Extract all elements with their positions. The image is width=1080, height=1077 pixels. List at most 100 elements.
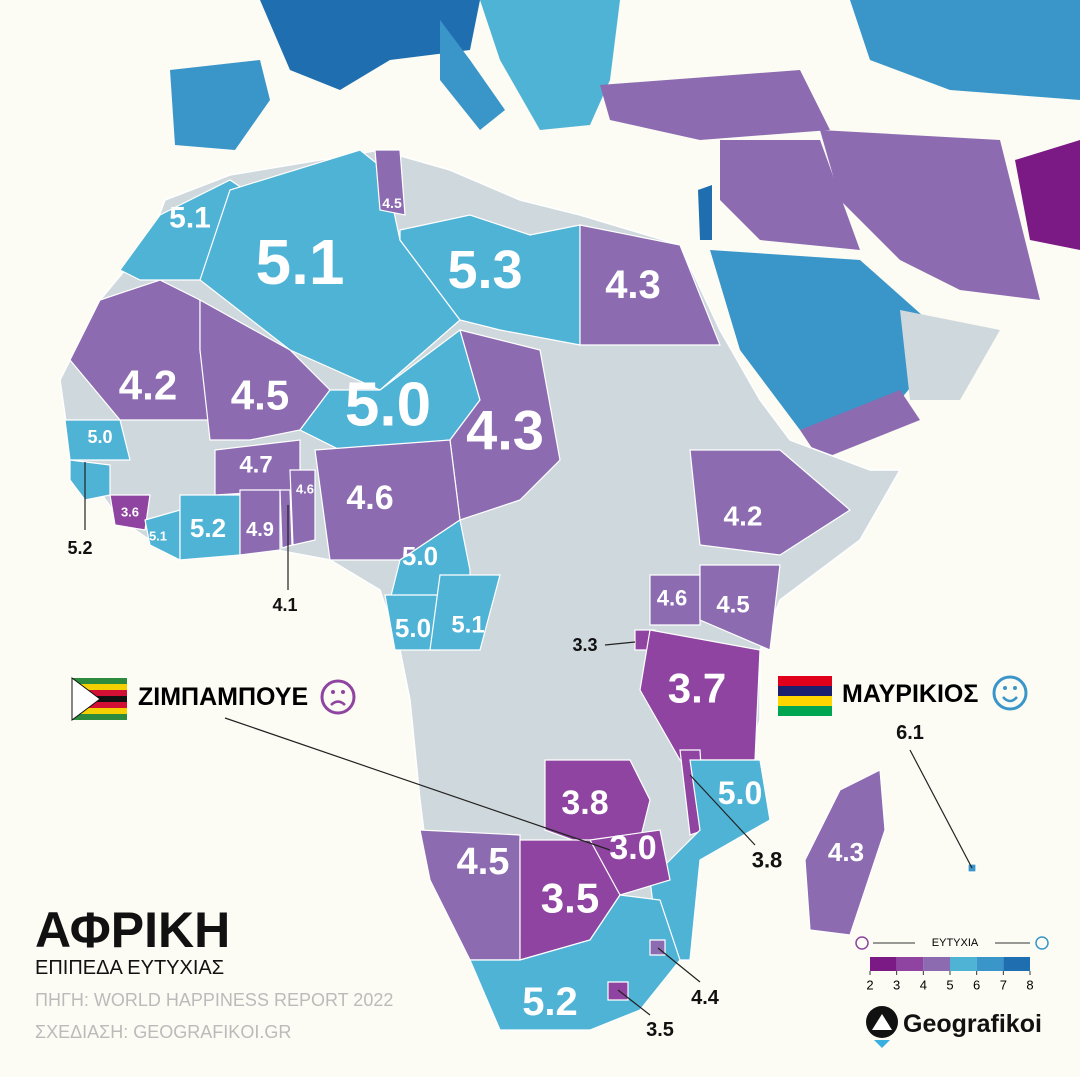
value-label: 3.8: [752, 848, 783, 873]
country: [239, 489, 281, 556]
country: [649, 939, 666, 956]
land: [800, 390, 920, 460]
country: [607, 981, 629, 1001]
value-label: 4.3: [466, 399, 544, 462]
brand-logo: [872, 1014, 892, 1030]
brand: Geografikoi: [903, 1010, 1042, 1038]
sad-face: [320, 679, 356, 715]
leader-line: [689, 774, 756, 846]
land: [260, 0, 480, 90]
value-label: 6.1: [896, 722, 924, 744]
country: [579, 224, 721, 346]
country: [199, 298, 331, 441]
country: [279, 489, 293, 549]
legend-tick-label: 4: [920, 978, 927, 993]
title: ΑΦΡΙΚΗ: [35, 902, 230, 958]
land: [600, 70, 830, 140]
legend-tick-label: 7: [1000, 978, 1007, 993]
brand-logo: [874, 1040, 890, 1048]
land: [1015, 140, 1080, 250]
country: [649, 574, 701, 626]
country: [804, 769, 886, 936]
leader-line: [224, 717, 611, 851]
country: [449, 329, 561, 521]
flag: [778, 696, 832, 706]
value-label: 4.3: [828, 837, 864, 867]
legend-swatch: [1003, 957, 1030, 971]
country: [64, 419, 131, 461]
value-label: 4.2: [724, 501, 763, 532]
value-label: 5.3: [447, 240, 522, 300]
country: [689, 449, 852, 556]
value-label: 4.6: [657, 586, 688, 611]
leader-line: [657, 947, 701, 983]
value-label: 5.2: [190, 513, 226, 543]
happy-icon: [1035, 936, 1049, 950]
country: [429, 574, 501, 651]
country: [374, 149, 406, 216]
subtitle: ΕΠΙΠΕΔΑ ΕΥΤΥΧΙΑΣ: [35, 957, 224, 979]
happy-face: [992, 675, 1028, 711]
value-label: 3.8: [561, 784, 608, 822]
value-label: 5.0: [345, 371, 431, 440]
country: [289, 469, 316, 546]
labels: 5.1 5.1 4.5 5.3 4.3 4.2 4.5 5.0 4.3 5.0 5.2 3.6 5.1 5…: [67, 195, 973, 1041]
value-label: 5.1: [451, 612, 484, 639]
leader-line: [617, 989, 651, 1016]
value-label: 3.3: [572, 635, 597, 655]
value-label: 4.5: [457, 841, 510, 883]
flag: [72, 678, 127, 684]
value-label: 4.5: [382, 195, 402, 211]
callout-name: ΖΙΜΠΑΜΠΟΥΕ: [138, 683, 308, 711]
country: [69, 459, 111, 501]
value-label: 4.6: [296, 482, 314, 497]
legend-swatch: [976, 957, 1004, 971]
sad-face: [331, 690, 335, 694]
leader-line: [604, 641, 636, 646]
leader-line: [909, 749, 973, 869]
flag: [778, 706, 832, 716]
credit: ΣΧΕΔΙΑΣΗ: GEOGRAFIKOI.GR: [35, 1022, 291, 1042]
value-label: 5.0: [718, 775, 762, 811]
flag: [778, 686, 832, 696]
happy-face: [1002, 696, 1018, 703]
value-label: 4.1: [272, 595, 297, 615]
legend-tick-label: 8: [1026, 978, 1033, 993]
legend-swatch: [870, 957, 897, 971]
value-label: 4.4: [691, 987, 720, 1009]
value-label: 5.0: [402, 541, 438, 571]
value-label: 4.2: [119, 362, 177, 409]
regions: [64, 149, 977, 1031]
value-label: 3.5: [646, 1019, 674, 1041]
flag: [72, 684, 127, 690]
legend: ΕΥΤΥΧΙΑ 2 3 4 5 6 7 8: [855, 936, 1049, 993]
flag: [778, 676, 832, 686]
zimbabwe-callout: ΖΙΜΠΑΜΠΟΥΕ: [71, 677, 611, 851]
value-label: 4.7: [239, 452, 272, 479]
value-label: 5.0: [87, 427, 112, 447]
sad-icon: [855, 936, 869, 950]
flag: [71, 677, 101, 721]
value-label: 4.5: [231, 372, 289, 419]
flag: [72, 714, 127, 720]
legend-tick-label: 5: [946, 978, 953, 993]
sad-face: [330, 700, 346, 706]
legend-title: ΕΥΤΥΧΙΑ: [932, 937, 979, 949]
callout-name: ΜΑΥΡΙΚΙΟΣ: [842, 680, 978, 708]
flag: [72, 702, 127, 708]
happy-face: [1003, 686, 1007, 690]
land: [480, 0, 620, 130]
value-label: 4.9: [246, 519, 274, 541]
value-label: 4.3: [605, 263, 661, 307]
land: [698, 185, 712, 240]
value-label: 5.0: [395, 613, 431, 643]
legend-tick-label: 6: [973, 978, 980, 993]
land: [720, 140, 860, 250]
mauritius-callout: ΜΑΥΡΙΚΙΟΣ: [778, 675, 1028, 716]
land: [850, 0, 1080, 100]
value-label: 4.6: [346, 479, 393, 517]
land: [170, 60, 270, 150]
land: [820, 130, 1040, 300]
value-label: 5.1: [149, 529, 167, 544]
